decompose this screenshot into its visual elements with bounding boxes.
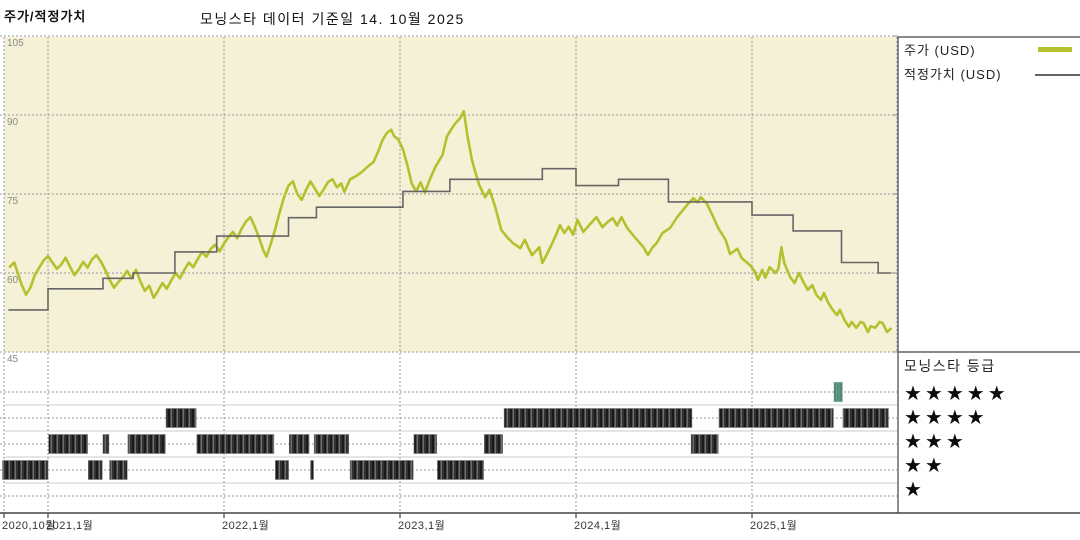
chart-subtitle: 모닝스타 데이터 기준일 14. 10월 2025 (200, 11, 465, 27)
rating-bar (310, 460, 314, 480)
rating-bar (349, 460, 414, 480)
x-axis-label: 2024,1월 (574, 520, 622, 532)
rating-bar (690, 434, 719, 454)
x-axis-label: 2023,1월 (398, 520, 446, 532)
fair-value-legend-item: 적정가치 (USD) (904, 64, 1080, 88)
y-axis-label: 105 (7, 37, 24, 49)
series-legend: 주가 (USD) 적정가치 (USD) (904, 40, 1080, 88)
rating-bar (275, 460, 289, 480)
rating-bar (503, 408, 693, 428)
rating-legend-row-3-star: ★★★ (904, 431, 967, 453)
y-axis-label: 60 (7, 274, 19, 286)
chart-title: 주가/적정가치 (4, 9, 87, 24)
plot-background (4, 37, 897, 352)
rating-bar (2, 460, 49, 480)
rating-legend: 모닝스타 등급 ★★★★★ ★★★★ ★★★ ★★ ★ (904, 356, 1076, 502)
x-axis-label: 2021,1월 (46, 520, 94, 532)
rating-bar (127, 434, 166, 454)
rating-bar (288, 434, 310, 454)
rating-legend-row-5-star: ★★★★★ (904, 383, 1009, 405)
rating-bar (48, 434, 88, 454)
rating-bar (842, 408, 889, 428)
rating-legend-title: 모닝스타 등급 (904, 358, 996, 374)
fair-value-legend-label: 적정가치 (USD) (904, 67, 1002, 82)
rating-legend-row-1-star: ★ (904, 479, 925, 501)
y-axis-label: 45 (7, 354, 19, 365)
rating-bar (196, 434, 275, 454)
rating-bar-current (833, 382, 843, 402)
price-legend-label: 주가 (USD) (904, 43, 976, 58)
price-line-swatch (1038, 47, 1072, 52)
rating-legend-row-4-star: ★★★★ (904, 407, 988, 429)
price-legend-item: 주가 (USD) (904, 40, 1080, 64)
rating-legend-rows: ★★★★★ ★★★★ ★★★ ★★ ★ (904, 382, 1076, 502)
rating-bar (102, 434, 110, 454)
rating-bar (88, 460, 103, 480)
fair-value-line (8, 167, 892, 311)
price-line (8, 110, 892, 334)
x-axis-label: 2020,10월 (2, 520, 56, 532)
rating-bar (437, 460, 484, 480)
y-axis-label: 90 (7, 116, 19, 128)
fair-value-line-swatch (1035, 74, 1080, 76)
rating-bar (109, 460, 128, 480)
y-axis-label: 75 (7, 195, 19, 207)
rating-bar (484, 434, 503, 454)
rating-bar (413, 434, 437, 454)
x-axis-label: 2025,1월 (750, 520, 798, 532)
rating-legend-row-2-star: ★★ (904, 455, 946, 477)
x-axis-label: 2022,1월 (222, 520, 270, 532)
rating-bar (313, 434, 349, 454)
rating-bar (165, 408, 197, 428)
rating-bar (718, 408, 834, 428)
